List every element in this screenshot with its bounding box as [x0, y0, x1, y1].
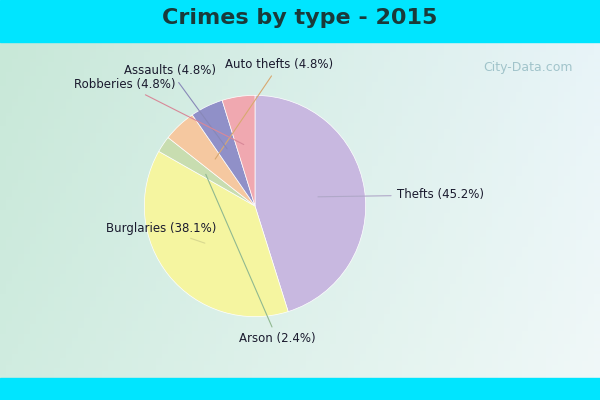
Text: Arson (2.4%): Arson (2.4%) [206, 174, 316, 345]
Text: Auto thefts (4.8%): Auto thefts (4.8%) [215, 58, 334, 159]
Wedge shape [222, 95, 255, 206]
Wedge shape [192, 100, 255, 206]
Text: Thefts (45.2%): Thefts (45.2%) [318, 188, 484, 202]
Bar [0, 0, 600, 42]
Text: Assaults (4.8%): Assaults (4.8%) [124, 64, 227, 149]
Text: Crimes by type - 2015: Crimes by type - 2015 [163, 8, 437, 28]
Wedge shape [168, 115, 255, 206]
Text: City-Data.com: City-Data.com [483, 62, 573, 74]
Wedge shape [145, 151, 288, 317]
Text: Burglaries (38.1%): Burglaries (38.1%) [106, 222, 216, 243]
Wedge shape [159, 138, 255, 206]
Text: Robberies (4.8%): Robberies (4.8%) [74, 78, 244, 144]
Bar [0, 378, 600, 400]
Wedge shape [255, 95, 365, 312]
